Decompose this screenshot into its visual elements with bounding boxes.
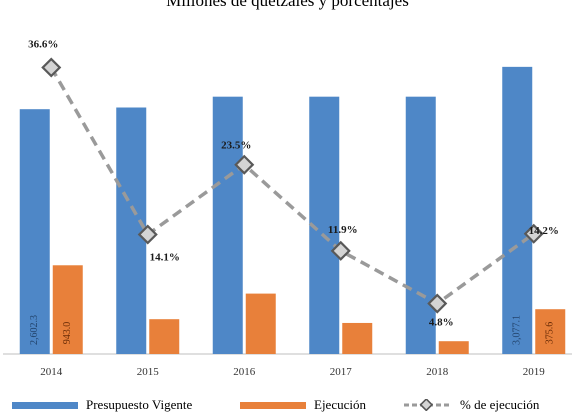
legend-label-ejecucion: Ejecución (314, 397, 366, 412)
legend-item-ejecucion: Ejecución (240, 397, 366, 413)
line-porcentaje-ejecucion (49, 66, 535, 306)
bar-ejecucion-2014 (52, 265, 83, 354)
data-label-ejecucion-2019: 375.6 (545, 322, 556, 345)
bar-ejecucion-2018 (438, 341, 469, 354)
bar-presupuesto-2014 (19, 109, 50, 355)
data-label-porcentaje-2016: 23.5% (221, 140, 251, 152)
data-label-ejecucion-2014: 943.0 (62, 322, 73, 345)
data-label-porcentaje-2015: 14.1% (150, 252, 180, 264)
bar-ejecucion-2016 (245, 293, 276, 354)
bar-ejecucion-2017 (342, 322, 373, 354)
bar-presupuesto-2016 (212, 96, 243, 355)
x-tick-label-2014: 2014 (40, 366, 63, 378)
line-marker-2019 (523, 223, 544, 244)
legend-swatch-ejecucion (240, 401, 306, 409)
bar-presupuesto-2019 (502, 66, 533, 354)
line-marker-2018 (427, 293, 448, 314)
legend-item-presupuesto: Presupuesto Vigente (12, 397, 192, 413)
x-tick-label-2019: 2019 (523, 366, 546, 378)
x-tick-label-2015: 2015 (137, 366, 160, 378)
chart-subtitle: Millones de quetzales y porcentajes (166, 0, 409, 10)
legend-label-porcentaje: % de ejecución (460, 397, 540, 412)
bar-ejecucion-2015 (149, 319, 180, 354)
line-marker-2014 (41, 57, 62, 78)
chart-plot: 2,602.3 943.0 3,077.1 375.6 2014 2015 2016 201… (3, 39, 572, 378)
data-label-porcentaje-2018: 4.8% (429, 317, 454, 329)
legend-swatch-presupuesto (12, 401, 78, 409)
legend-item-porcentaje: % de ejecución (402, 397, 539, 413)
legend-label-presupuesto: Presupuesto Vigente (86, 397, 193, 412)
x-tick-label-2018: 2018 (426, 366, 449, 378)
bar-presupuesto-2018 (405, 96, 436, 355)
x-tick-label-2017: 2017 (330, 366, 353, 378)
data-label-porcentaje-2019: 14.2% (529, 225, 559, 237)
line-marker-2015 (137, 224, 158, 245)
line-marker-2016 (234, 154, 255, 175)
bar-presupuesto-2015 (116, 107, 147, 354)
data-label-porcentaje-2017: 11.9% (328, 224, 358, 236)
data-label-porcentaje-2014: 36.6% (28, 39, 58, 51)
bar-ejecucion-2019 (535, 309, 566, 354)
data-label-presupuesto-2019: 3,077.1 (512, 315, 523, 345)
line-marker-2017 (330, 240, 351, 261)
legend-line-marker (404, 399, 452, 411)
data-label-presupuesto-2014: 2,602.3 (29, 315, 40, 345)
x-tick-label-2016: 2016 (233, 366, 256, 378)
legend: Presupuesto Vigente Ejecución % de ejecu… (0, 397, 575, 417)
